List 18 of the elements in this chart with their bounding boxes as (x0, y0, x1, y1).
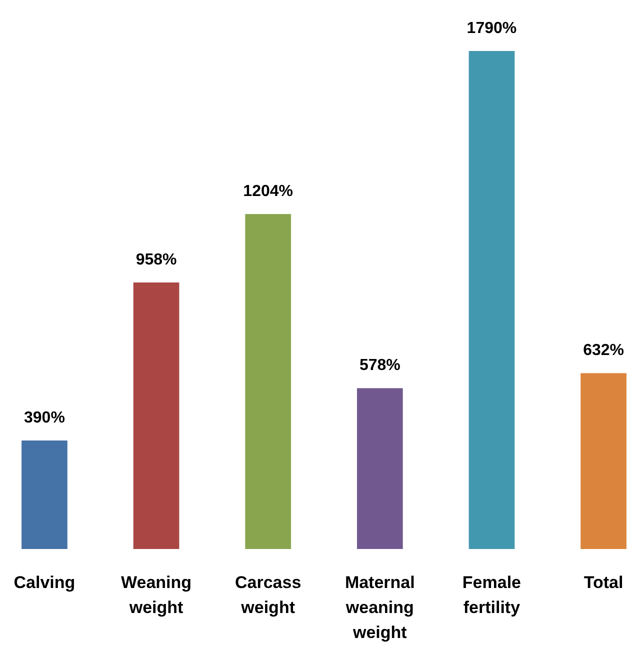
data-label: 958% (136, 251, 177, 268)
x-tick-label: Carcass weight (235, 573, 302, 617)
bar (133, 282, 180, 549)
data-label: 578% (359, 357, 400, 374)
bar (580, 373, 626, 549)
data-label: 390% (24, 409, 65, 426)
data-label: 1204% (243, 183, 294, 200)
bar (245, 214, 292, 549)
x-tick-label: Weaning weight (121, 573, 192, 617)
x-tick-label: Female fertility (462, 573, 522, 617)
bar (468, 51, 515, 549)
data-label: 632% (583, 342, 624, 360)
bar (22, 440, 68, 549)
x-tick-label: Maternal weaning weight (344, 573, 415, 642)
x-tick-label: Calving (14, 573, 76, 592)
data-label: 1790% (466, 20, 517, 37)
x-tick-label: Total (584, 573, 624, 592)
bar (356, 388, 403, 549)
